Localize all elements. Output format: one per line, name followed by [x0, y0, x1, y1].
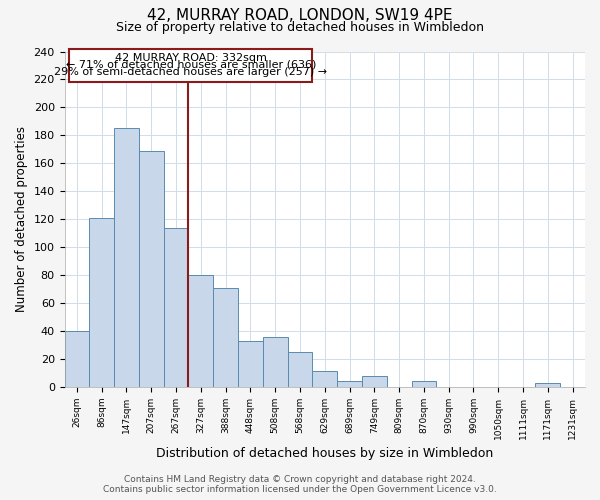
Bar	[213, 288, 238, 387]
Bar	[89, 218, 114, 387]
Text: Size of property relative to detached houses in Wimbledon: Size of property relative to detached ho…	[116, 21, 484, 34]
Bar	[535, 382, 560, 387]
Bar	[65, 331, 89, 387]
Bar	[337, 381, 362, 387]
Bar	[114, 128, 139, 387]
Text: 29% of semi-detached houses are larger (257) →: 29% of semi-detached houses are larger (…	[55, 67, 328, 77]
Bar	[164, 228, 188, 387]
Text: ← 71% of detached houses are smaller (636): ← 71% of detached houses are smaller (63…	[66, 60, 316, 70]
Bar	[287, 352, 313, 387]
Bar	[362, 376, 387, 387]
Bar	[412, 381, 436, 387]
X-axis label: Distribution of detached houses by size in Wimbledon: Distribution of detached houses by size …	[156, 447, 493, 460]
Bar	[188, 275, 213, 387]
Y-axis label: Number of detached properties: Number of detached properties	[15, 126, 28, 312]
Text: 42 MURRAY ROAD: 332sqm: 42 MURRAY ROAD: 332sqm	[115, 53, 267, 63]
Bar	[313, 372, 337, 387]
Text: 42, MURRAY ROAD, LONDON, SW19 4PE: 42, MURRAY ROAD, LONDON, SW19 4PE	[147, 8, 453, 22]
Text: Contains HM Land Registry data © Crown copyright and database right 2024.
Contai: Contains HM Land Registry data © Crown c…	[103, 474, 497, 494]
Bar	[70, 48, 313, 82]
Bar	[263, 336, 287, 387]
Bar	[139, 150, 164, 387]
Bar	[238, 340, 263, 387]
